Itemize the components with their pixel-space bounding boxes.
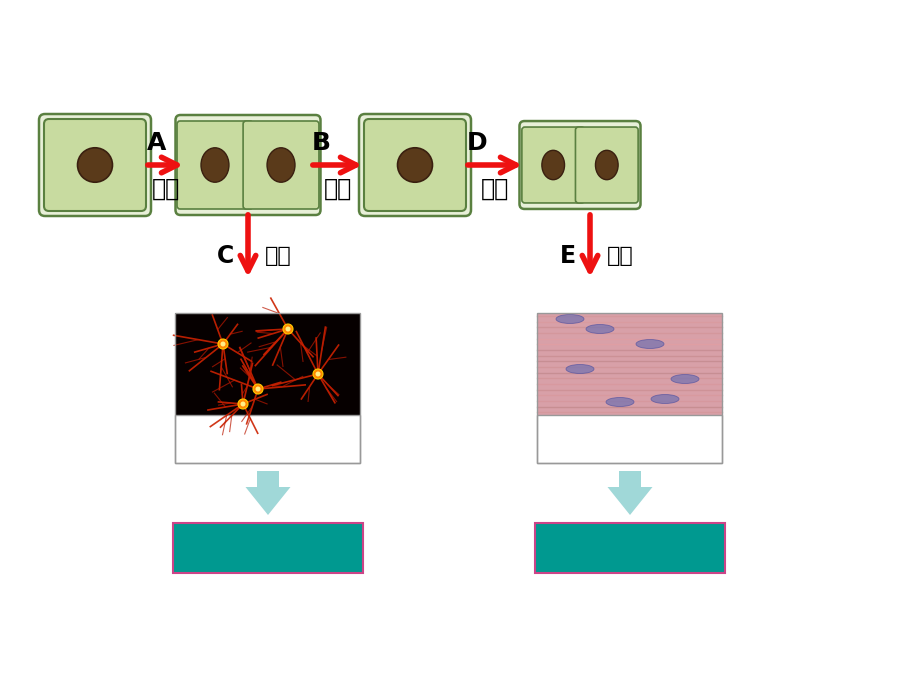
Circle shape bbox=[315, 371, 320, 377]
Text: 肌肉组织: 肌肉组织 bbox=[593, 533, 665, 562]
Bar bbox=[176, 415, 360, 463]
Ellipse shape bbox=[77, 148, 112, 182]
Bar bbox=[537, 313, 721, 415]
Text: B: B bbox=[312, 131, 331, 155]
Bar bbox=[537, 415, 721, 463]
Bar bbox=[176, 313, 360, 415]
FancyBboxPatch shape bbox=[364, 119, 466, 211]
Bar bbox=[537, 313, 721, 463]
Circle shape bbox=[238, 399, 248, 409]
Ellipse shape bbox=[541, 150, 564, 179]
Text: 生长: 生长 bbox=[323, 177, 351, 201]
Bar bbox=[256, 471, 278, 487]
Ellipse shape bbox=[651, 395, 678, 404]
Polygon shape bbox=[607, 487, 652, 515]
Text: 分化: 分化 bbox=[606, 246, 632, 266]
FancyBboxPatch shape bbox=[176, 115, 320, 215]
Circle shape bbox=[253, 384, 263, 394]
Ellipse shape bbox=[565, 364, 594, 373]
Circle shape bbox=[283, 324, 292, 334]
Circle shape bbox=[218, 339, 228, 349]
Text: C: C bbox=[217, 244, 234, 268]
Text: E: E bbox=[560, 244, 575, 268]
Text: D: D bbox=[467, 131, 487, 155]
Text: 分裂: 分裂 bbox=[481, 177, 508, 201]
Bar bbox=[176, 313, 360, 463]
Polygon shape bbox=[245, 487, 290, 515]
Text: 分化: 分化 bbox=[265, 246, 291, 266]
Text: 神经组织: 神经组织 bbox=[232, 533, 304, 562]
Circle shape bbox=[312, 369, 323, 379]
FancyBboxPatch shape bbox=[519, 121, 640, 209]
Circle shape bbox=[240, 402, 245, 406]
Bar bbox=[535, 523, 724, 573]
FancyBboxPatch shape bbox=[243, 121, 319, 209]
Bar bbox=[173, 523, 363, 573]
Ellipse shape bbox=[585, 324, 613, 333]
Circle shape bbox=[285, 326, 290, 331]
Ellipse shape bbox=[267, 148, 295, 182]
Ellipse shape bbox=[595, 150, 618, 179]
Circle shape bbox=[221, 342, 225, 346]
Ellipse shape bbox=[635, 339, 664, 348]
FancyBboxPatch shape bbox=[574, 127, 638, 203]
FancyBboxPatch shape bbox=[44, 119, 146, 211]
Text: A: A bbox=[147, 131, 166, 155]
Text: 分裂: 分裂 bbox=[152, 177, 179, 201]
Ellipse shape bbox=[606, 397, 633, 406]
Ellipse shape bbox=[200, 148, 229, 182]
Bar bbox=[618, 471, 641, 487]
FancyBboxPatch shape bbox=[176, 121, 253, 209]
FancyBboxPatch shape bbox=[358, 114, 471, 216]
Circle shape bbox=[255, 386, 260, 391]
Ellipse shape bbox=[670, 375, 698, 384]
FancyBboxPatch shape bbox=[521, 127, 584, 203]
Ellipse shape bbox=[397, 148, 432, 182]
Text: 肌细胞: 肌细胞 bbox=[605, 425, 654, 453]
FancyBboxPatch shape bbox=[39, 114, 151, 216]
Ellipse shape bbox=[555, 315, 584, 324]
Text: 神经细胞: 神经细胞 bbox=[234, 425, 301, 453]
